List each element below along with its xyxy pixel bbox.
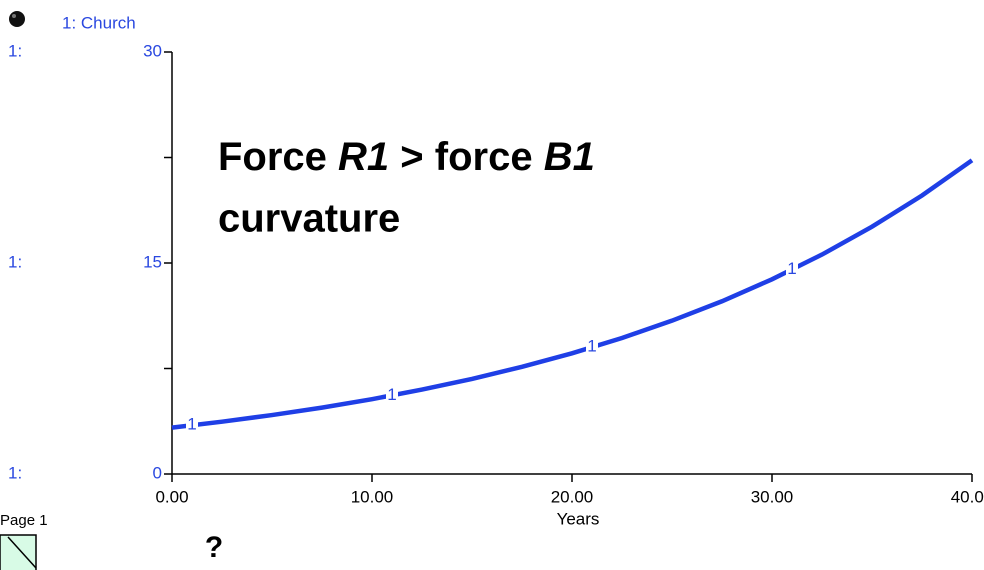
graph-icon-highlight [12,14,16,18]
series-marker: 1 [387,385,396,404]
annotation-part: B1 [544,135,595,179]
y-tick-label: 15 [143,252,162,271]
annotation: curvature [218,197,400,241]
annotation: Force R1 > force B1 [218,135,595,179]
x-tick-label: 30.00 [751,487,794,506]
annotation-part: Force [218,135,338,179]
series-marker-bg [786,259,798,280]
legend-label: 1: Church [62,13,136,32]
series-line [171,158,974,430]
annotation-part: > force [389,135,544,179]
y-tick-label: 0 [153,463,162,482]
series-marker: 1 [787,259,796,278]
graph-icon[interactable] [9,11,25,27]
series-marker-bg [186,415,198,436]
x-axis-label: Years [557,509,600,528]
x-tick-label: 20.00 [551,487,594,506]
page-icon-diagonal [7,536,37,569]
x-tick-label: 40.00 [951,487,984,506]
page-icon [0,534,37,570]
y-axis-prefix: 1: [8,41,22,60]
x-tick-label: 0.00 [155,487,188,506]
help-button[interactable]: ? [205,531,223,564]
y-axis-prefix: 1: [8,463,22,482]
y-axis-prefix: 1: [8,252,22,271]
page-turn-icon[interactable] [0,534,37,570]
series-marker-bg [386,385,398,406]
series-marker: 1 [187,415,196,434]
series-marker: 1 [587,337,596,356]
annotation-part: R1 [338,135,389,179]
series-marker-bg [586,337,598,358]
x-tick-label: 10.00 [351,487,394,506]
page-label: Page 1 [0,512,48,529]
y-tick-label: 30 [143,41,162,60]
